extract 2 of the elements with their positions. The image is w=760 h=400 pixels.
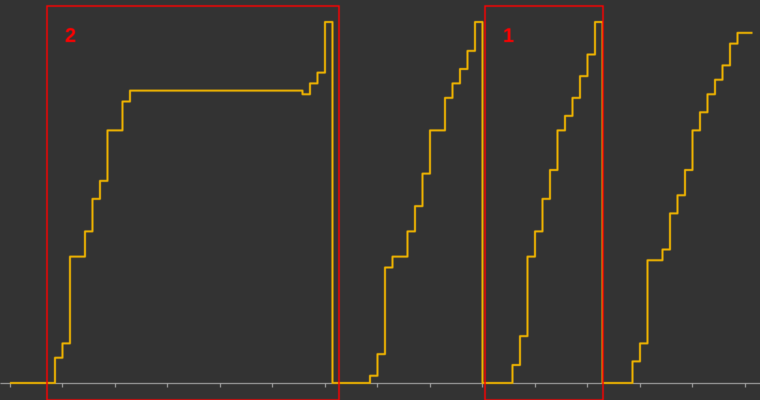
- annotation: 2: [65, 25, 76, 47]
- annotation: 1: [503, 25, 514, 47]
